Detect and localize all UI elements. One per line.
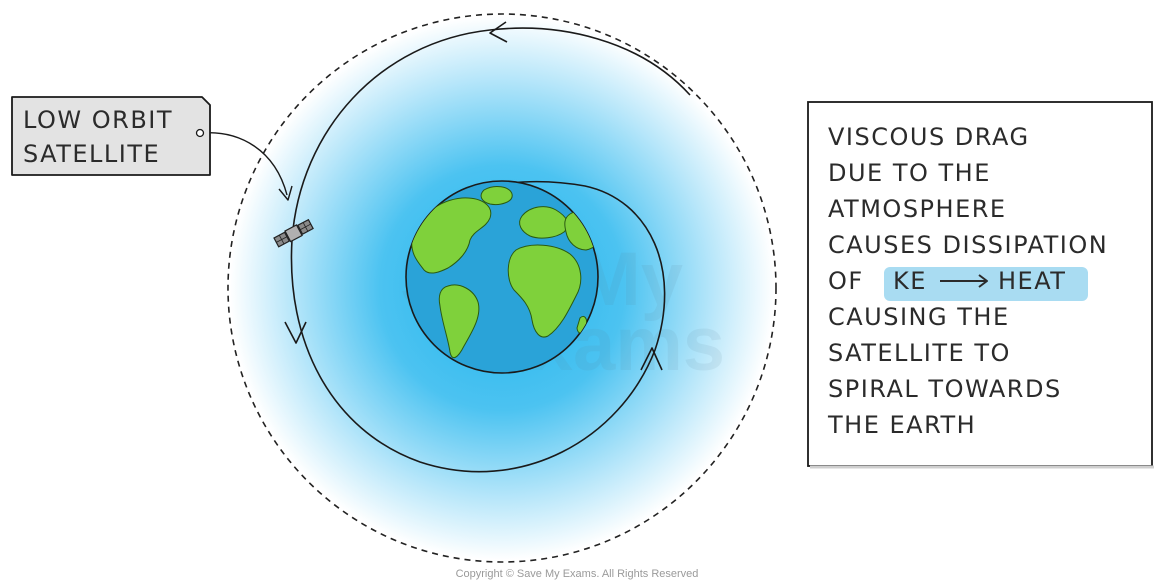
- earth: [405, 180, 599, 374]
- continent-africa: [507, 244, 582, 338]
- copyright-notice: Copyright © Save My Exams. All Rights Re…: [456, 568, 699, 580]
- continent-south-america: [438, 284, 480, 359]
- orbit-arrow-left: [284, 321, 307, 344]
- orbit-arrow-right: [640, 347, 663, 371]
- continent-greenland: [480, 186, 513, 205]
- arrow-right-icon: [940, 274, 988, 288]
- explanation-line-4: CAUSES DISSIPATION: [828, 231, 1108, 259]
- continent-europe: [519, 206, 569, 239]
- satellite-label-line2: SATELLITE: [23, 140, 160, 168]
- explanation-line-9: THE EARTH: [827, 411, 976, 439]
- orbit-arrow-top: [489, 21, 508, 43]
- explanation-box: VISCOUS DRAG DUE TO THE ATMOSPHERE CAUSE…: [807, 101, 1154, 469]
- label-pointer-line: [200, 132, 288, 196]
- satellite-icon: [273, 218, 314, 248]
- explanation-line-2: DUE TO THE: [828, 159, 991, 187]
- satellite-label: LOW ORBIT SATELLITE: [11, 96, 211, 176]
- explanation-line-3: ATMOSPHERE: [828, 195, 1007, 223]
- explanation-highlight-prefix: OF: [828, 267, 864, 295]
- satellite-label-line1: LOW ORBIT: [23, 106, 173, 134]
- explanation-line-8: SPIRAL TOWARDS: [828, 375, 1062, 403]
- highlight-from: KE: [893, 267, 927, 295]
- highlight-to: HEAT: [998, 267, 1066, 295]
- continent-north-america: [411, 197, 492, 274]
- atmosphere-boundary: [227, 13, 777, 563]
- energy-highlight: [884, 267, 1088, 301]
- spiral-orbit-path: [290, 27, 691, 473]
- label-pointer-origin: [195, 128, 205, 138]
- explanation-line-6: CAUSING THE: [828, 303, 1010, 331]
- label-pointer-arrowhead: [278, 185, 293, 201]
- explanation-line-1: VISCOUS DRAG: [828, 123, 1030, 151]
- explanation-line-7: SATELLITE TO: [828, 339, 1011, 367]
